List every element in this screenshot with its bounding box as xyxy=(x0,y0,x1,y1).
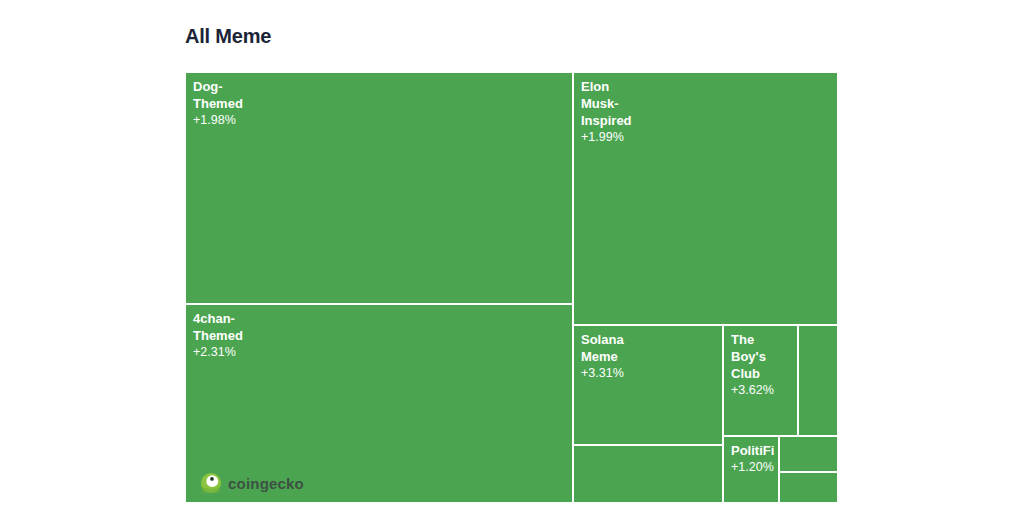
treemap-cell-the-boys-club[interactable]: The Boy's Club +3.62% xyxy=(723,325,798,436)
treemap-cell-unlabeled-1[interactable] xyxy=(573,445,723,503)
cell-change-value: +3.62% xyxy=(731,382,790,399)
cell-category-name: Dog-Themed xyxy=(193,78,249,112)
treemap-cell-4chan-themed[interactable]: 4chan-Themed +2.31% coingecko xyxy=(185,304,573,503)
treemap-cell-elon-musk-inspired[interactable]: Elon Musk-Inspired +1.99% xyxy=(573,72,838,325)
coingecko-logo: coingecko xyxy=(201,473,304,493)
cell-category-name: Solana Meme xyxy=(581,331,637,365)
cell-change-value: +1.98% xyxy=(193,112,565,129)
cell-change-value: +1.99% xyxy=(581,129,830,146)
treemap-cell-unlabeled-2[interactable] xyxy=(798,325,838,436)
cell-change-value: +2.31% xyxy=(193,344,565,361)
treemap-cell-solana-meme[interactable]: Solana Meme +3.31% xyxy=(573,325,723,445)
cell-category-name: The Boy's Club xyxy=(731,331,787,382)
cell-category-name: Elon Musk-Inspired xyxy=(581,78,637,129)
cell-change-value: +3.31% xyxy=(581,365,715,382)
treemap-cell-unlabeled-4[interactable] xyxy=(779,472,838,503)
coingecko-wordmark: coingecko xyxy=(228,475,304,492)
coingecko-gecko-icon xyxy=(201,473,221,493)
cell-category-name: PolitiFi xyxy=(731,442,771,459)
treemap-cell-unlabeled-3[interactable] xyxy=(779,436,838,472)
treemap-cell-dog-themed[interactable]: Dog-Themed +1.98% xyxy=(185,72,573,304)
cell-category-name: 4chan-Themed xyxy=(193,310,249,344)
meme-treemap-chart: Dog-Themed +1.98% 4chan-Themed +2.31% co… xyxy=(185,72,838,503)
treemap-cell-politifi[interactable]: PolitiFi +1.20% xyxy=(723,436,779,503)
cell-change-value: +1.20% xyxy=(731,459,771,476)
page-title: All Meme xyxy=(185,25,271,48)
